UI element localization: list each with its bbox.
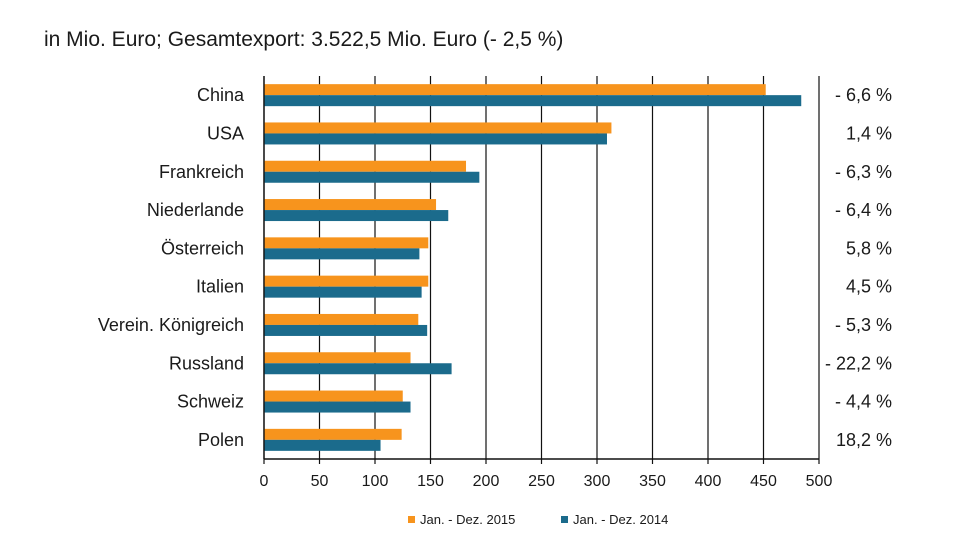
category-label: Frankreich xyxy=(159,162,244,182)
category-label: USA xyxy=(207,123,244,143)
x-tick-label: 50 xyxy=(311,473,329,490)
bar-2015 xyxy=(264,313,419,325)
bar-2014 xyxy=(264,210,449,222)
category-label: Polen xyxy=(198,430,244,450)
legend-swatch xyxy=(561,516,568,523)
x-tick-label: 100 xyxy=(362,473,389,490)
change-label: - 6,3 % xyxy=(835,162,892,182)
x-tick-label: 150 xyxy=(417,473,444,490)
bar-2015 xyxy=(264,122,612,134)
change-label: - 6,4 % xyxy=(835,200,892,220)
category-label: China xyxy=(197,85,245,105)
change-label: 18,2 % xyxy=(836,430,892,450)
x-tick-label: 450 xyxy=(750,473,777,490)
change-label: 5,8 % xyxy=(846,238,892,258)
bar-2015 xyxy=(264,84,766,96)
legend-label: Jan. - Dez. 2015 xyxy=(420,512,515,527)
bar-2014 xyxy=(264,286,422,298)
category-label: Verein. Königreich xyxy=(98,315,244,335)
x-tick-label: 250 xyxy=(528,473,555,490)
bar-2014 xyxy=(264,248,420,260)
x-tick-label: 0 xyxy=(260,473,269,490)
legend-swatch xyxy=(408,516,415,523)
bar-2014 xyxy=(264,363,452,375)
bar-2015 xyxy=(264,352,411,364)
category-label: Russland xyxy=(169,353,244,373)
x-tick-label: 300 xyxy=(584,473,611,490)
change-label: - 5,3 % xyxy=(835,315,892,335)
x-tick-label: 350 xyxy=(639,473,666,490)
chart-title: in Mio. Euro; Gesamtexport: 3.522,5 Mio.… xyxy=(44,28,564,51)
x-tick-label: 200 xyxy=(473,473,500,490)
bar-2015 xyxy=(264,160,467,172)
bar-2014 xyxy=(264,95,802,107)
category-label: Schweiz xyxy=(177,392,244,412)
x-tick-label: 400 xyxy=(695,473,722,490)
bar-2014 xyxy=(264,171,480,183)
bar-2015 xyxy=(264,199,437,211)
bar-2014 xyxy=(264,324,428,336)
change-label: - 22,2 % xyxy=(825,353,892,373)
legend-label: Jan. - Dez. 2014 xyxy=(573,512,668,527)
category-label: Niederlande xyxy=(147,200,244,220)
bar-2015 xyxy=(264,275,429,287)
bar-2014 xyxy=(264,133,607,145)
category-label: Österreich xyxy=(161,238,244,258)
bar-2015 xyxy=(264,237,429,249)
bar-2014 xyxy=(264,401,411,413)
change-label: - 6,6 % xyxy=(835,85,892,105)
change-label: 4,5 % xyxy=(846,277,892,297)
bar-2015 xyxy=(264,428,402,440)
bar-2015 xyxy=(264,390,403,402)
x-tick-label: 500 xyxy=(806,473,833,490)
bar-2014 xyxy=(264,439,381,451)
category-label: Italien xyxy=(196,277,244,297)
change-label: 1,4 % xyxy=(846,123,892,143)
change-label: - 4,4 % xyxy=(835,392,892,412)
